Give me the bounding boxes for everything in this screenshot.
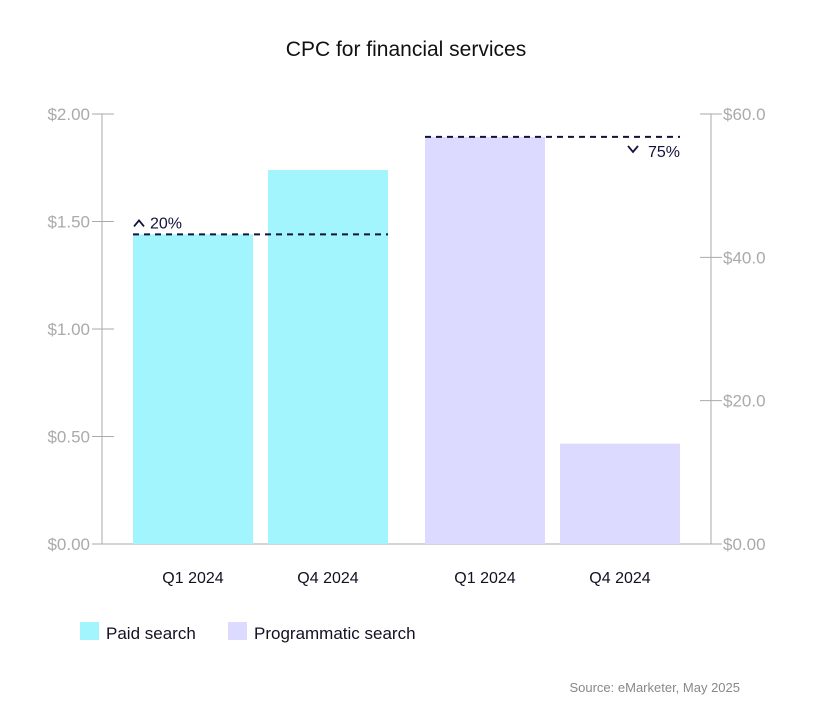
bar-programmatic-search xyxy=(425,136,545,544)
source-note: Source: eMarketer, May 2025 xyxy=(569,680,740,695)
left-tick-label: $1.00 xyxy=(47,320,90,339)
legend-swatch xyxy=(228,622,247,640)
left-tick-label: $1.50 xyxy=(47,213,90,232)
right-tick-label: $20.0 xyxy=(723,392,766,411)
right-tick-label: $60.0 xyxy=(723,105,766,124)
bar-paid-search xyxy=(268,169,388,544)
legend-swatch xyxy=(80,622,99,640)
change-label: 20% xyxy=(150,215,182,232)
change-label: 75% xyxy=(648,144,680,161)
left-tick-label: $2.00 xyxy=(47,105,90,124)
x-tick-label: Q4 2024 xyxy=(297,570,358,587)
left-tick-label: $0.00 xyxy=(47,535,90,554)
right-tick-label: $40.0 xyxy=(723,248,766,267)
legend-label: Programmatic search xyxy=(254,624,416,643)
legend-label: Paid search xyxy=(106,624,196,643)
bar-paid-search xyxy=(133,234,253,544)
x-tick-label: Q1 2024 xyxy=(162,570,223,587)
chart-title: CPC for financial services xyxy=(286,38,526,61)
left-tick-label: $0.50 xyxy=(47,428,90,447)
arrow-down-icon xyxy=(627,145,639,154)
arrow-up-icon xyxy=(133,218,145,227)
x-tick-label: Q1 2024 xyxy=(454,570,515,587)
right-tick-label: $0.00 xyxy=(723,535,766,554)
x-tick-label: Q4 2024 xyxy=(589,570,650,587)
bar-programmatic-search xyxy=(560,443,680,544)
